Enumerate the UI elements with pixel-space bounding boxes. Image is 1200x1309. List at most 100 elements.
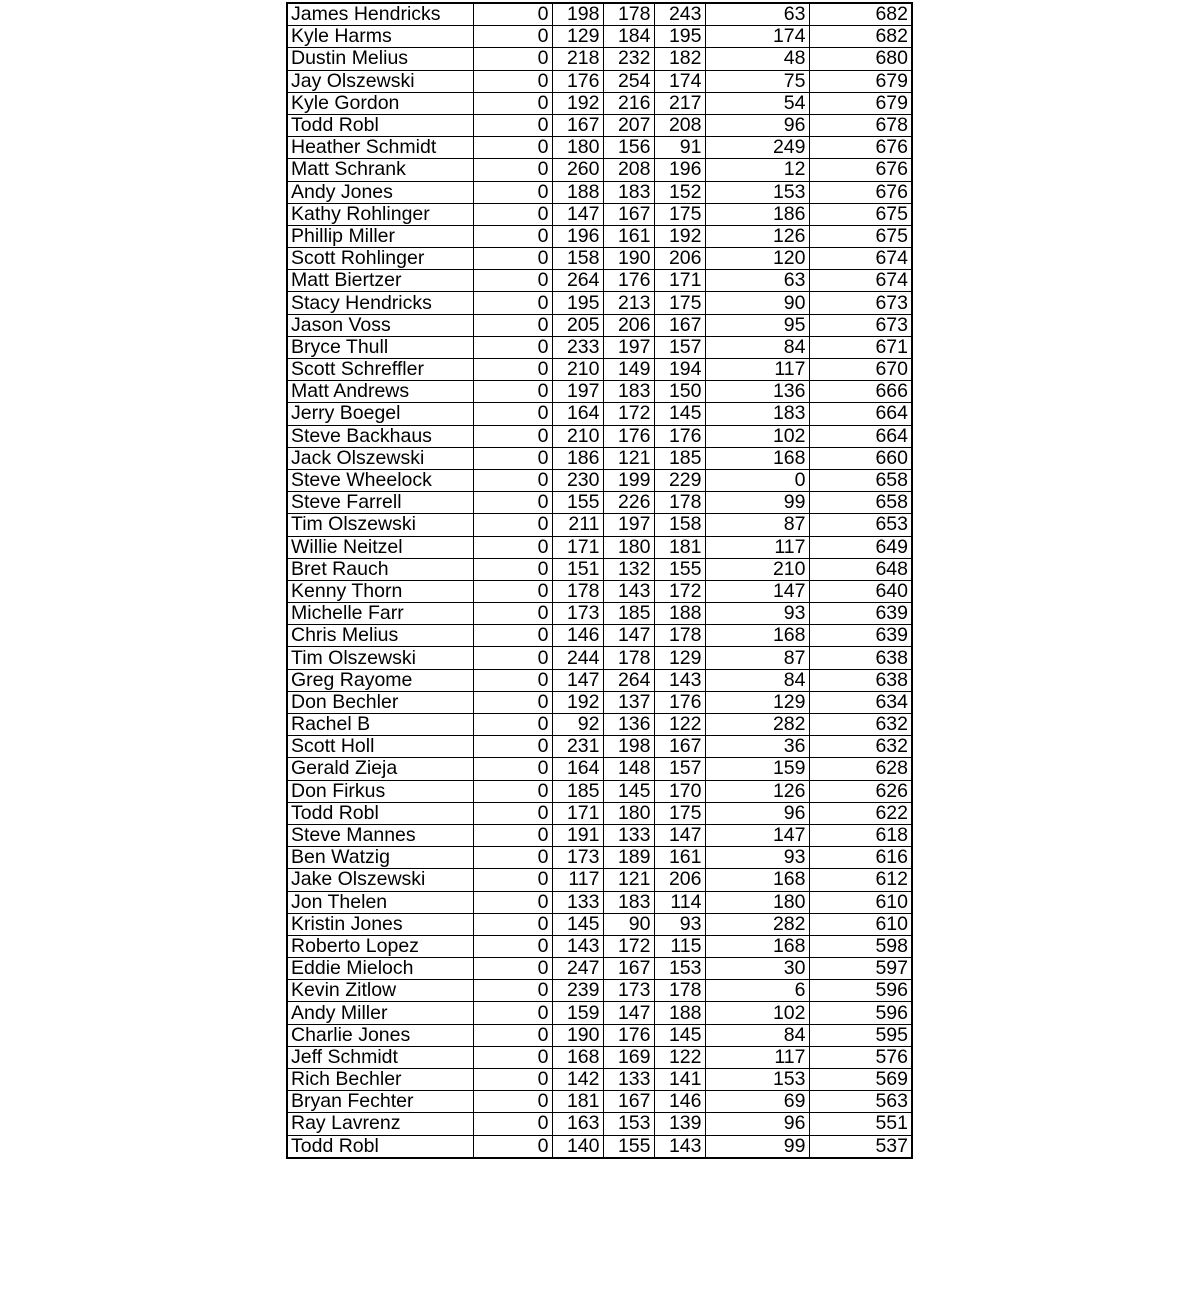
column-4-cell: 158 bbox=[653, 513, 706, 537]
column-4-cell: 150 bbox=[653, 380, 706, 404]
column-5-cell: 282 bbox=[704, 712, 810, 737]
column-1-cell: 0 bbox=[472, 1090, 553, 1114]
column-1-cell: 0 bbox=[472, 957, 553, 981]
total-cell: 658 bbox=[808, 491, 913, 515]
total-cell: 639 bbox=[808, 624, 913, 648]
column-5-cell: 6 bbox=[704, 979, 810, 1003]
column-5-cell: 12 bbox=[704, 158, 810, 182]
column-3-cell: 183 bbox=[602, 380, 655, 404]
column-2-cell: 210 bbox=[551, 424, 604, 448]
column-5-cell: 168 bbox=[704, 446, 810, 470]
player-name-cell: Kathy Rohlinger bbox=[286, 202, 474, 226]
total-cell: 675 bbox=[808, 202, 913, 226]
column-2-cell: 117 bbox=[551, 868, 604, 892]
column-2-cell: 159 bbox=[551, 1001, 604, 1025]
column-1-cell: 0 bbox=[472, 779, 553, 803]
column-4-cell: 146 bbox=[653, 1090, 706, 1114]
table-row: Ray Lavrenz 0 163 153 139 96 551 bbox=[286, 1112, 913, 1136]
column-2-cell: 142 bbox=[551, 1067, 604, 1092]
column-4-cell: 194 bbox=[653, 357, 706, 382]
table-row: Charlie Jones 0 190 176 145 84 595 bbox=[286, 1023, 913, 1047]
player-name-cell: Jake Olszewski bbox=[286, 868, 474, 892]
column-3-cell: 216 bbox=[602, 91, 655, 115]
table-row: Gerald Zieja 0 164 148 157 159 628 bbox=[286, 757, 913, 781]
column-4-cell: 206 bbox=[653, 868, 706, 892]
column-3-cell: 149 bbox=[602, 357, 655, 382]
column-5-cell: 159 bbox=[704, 757, 810, 781]
column-1-cell: 0 bbox=[472, 91, 553, 115]
table-row: Roberto Lopez 0 143 172 115 168 598 bbox=[286, 934, 913, 959]
column-1-cell: 0 bbox=[472, 468, 553, 493]
column-5-cell: 96 bbox=[704, 801, 810, 825]
player-name-cell: Todd Robl bbox=[286, 113, 474, 138]
total-cell: 610 bbox=[808, 912, 913, 936]
column-1-cell: 0 bbox=[472, 69, 553, 93]
column-3-cell: 213 bbox=[602, 291, 655, 315]
column-2-cell: 191 bbox=[551, 823, 604, 848]
table-row: Steve Farrell 0 155 226 178 99 658 bbox=[286, 491, 913, 515]
column-4-cell: 178 bbox=[653, 491, 706, 515]
table-row: Scott Rohlinger 0 158 190 206 120 674 bbox=[286, 247, 913, 271]
column-5-cell: 153 bbox=[704, 180, 810, 204]
table-row: Jerry Boegel 0 164 172 145 183 664 bbox=[286, 402, 913, 426]
player-name-cell: Ben Watzig bbox=[286, 846, 474, 870]
table-row: Heather Schmidt 0 180 156 91 249 676 bbox=[286, 136, 913, 160]
table-row: Steve Wheelock 0 230 199 229 0 658 bbox=[286, 468, 913, 493]
column-5-cell: 168 bbox=[704, 624, 810, 648]
player-name-cell: Michelle Farr bbox=[286, 602, 474, 626]
player-name-cell: Chris Melius bbox=[286, 624, 474, 648]
total-cell: 648 bbox=[808, 557, 913, 581]
column-1-cell: 0 bbox=[472, 846, 553, 870]
total-cell: 679 bbox=[808, 69, 913, 93]
column-5-cell: 63 bbox=[704, 269, 810, 293]
player-name-cell: Steve Mannes bbox=[286, 823, 474, 848]
column-5-cell: 183 bbox=[704, 402, 810, 426]
column-3-cell: 133 bbox=[602, 823, 655, 848]
player-name-cell: Tim Olszewski bbox=[286, 646, 474, 670]
column-4-cell: 176 bbox=[653, 424, 706, 448]
column-1-cell: 0 bbox=[472, 1134, 553, 1159]
player-name-cell: Gerald Zieja bbox=[286, 757, 474, 781]
table-row: Willie Neitzel 0 171 180 181 117 649 bbox=[286, 535, 913, 559]
total-cell: 596 bbox=[808, 1001, 913, 1025]
total-cell: 595 bbox=[808, 1023, 913, 1047]
column-5-cell: 174 bbox=[704, 25, 810, 49]
column-5-cell: 75 bbox=[704, 69, 810, 93]
column-3-cell: 197 bbox=[602, 513, 655, 537]
column-2-cell: 146 bbox=[551, 624, 604, 648]
player-name-cell: Kenny Thorn bbox=[286, 579, 474, 604]
column-5-cell: 96 bbox=[704, 1112, 810, 1136]
column-4-cell: 143 bbox=[653, 1134, 706, 1159]
table-row: James Hendricks 0 198 178 243 63 682 bbox=[286, 2, 913, 27]
column-2-cell: 244 bbox=[551, 646, 604, 670]
table-row: Jason Voss 0 205 206 167 95 673 bbox=[286, 313, 913, 337]
total-cell: 673 bbox=[808, 291, 913, 315]
column-1-cell: 0 bbox=[472, 912, 553, 936]
player-name-cell: Dustin Melius bbox=[286, 47, 474, 71]
column-3-cell: 153 bbox=[602, 1112, 655, 1136]
column-1-cell: 0 bbox=[472, 491, 553, 515]
column-3-cell: 155 bbox=[602, 1134, 655, 1159]
column-2-cell: 167 bbox=[551, 113, 604, 138]
column-1-cell: 0 bbox=[472, 180, 553, 204]
total-cell: 679 bbox=[808, 91, 913, 115]
column-5-cell: 84 bbox=[704, 335, 810, 360]
total-cell: 551 bbox=[808, 1112, 913, 1136]
player-name-cell: Steve Wheelock bbox=[286, 468, 474, 493]
total-cell: 628 bbox=[808, 757, 913, 781]
score-table-body: James Hendricks 0 198 178 243 63 682 Kyle Harms… bbox=[286, 2, 913, 1159]
total-cell: 658 bbox=[808, 468, 913, 493]
column-5-cell: 87 bbox=[704, 646, 810, 670]
column-2-cell: 171 bbox=[551, 535, 604, 559]
total-cell: 597 bbox=[808, 957, 913, 981]
column-4-cell: 196 bbox=[653, 158, 706, 182]
column-2-cell: 239 bbox=[551, 979, 604, 1003]
table-row: Andy Miller 0 159 147 188 102 596 bbox=[286, 1001, 913, 1025]
column-2-cell: 205 bbox=[551, 313, 604, 337]
column-1-cell: 0 bbox=[472, 158, 553, 182]
column-3-cell: 226 bbox=[602, 491, 655, 515]
column-3-cell: 172 bbox=[602, 402, 655, 426]
column-2-cell: 176 bbox=[551, 69, 604, 93]
table-row: Rich Bechler 0 142 133 141 153 569 bbox=[286, 1067, 913, 1092]
column-3-cell: 184 bbox=[602, 25, 655, 49]
